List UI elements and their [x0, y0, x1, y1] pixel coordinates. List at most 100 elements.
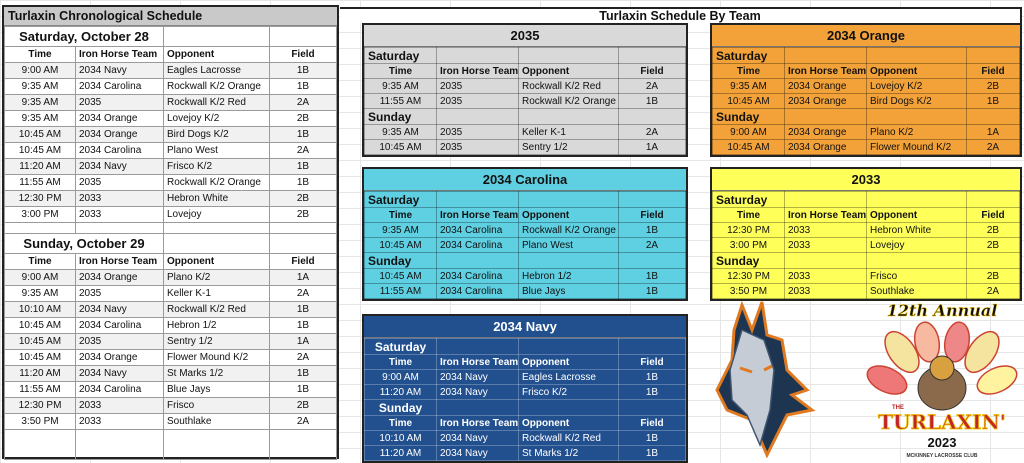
cell: 2034 Carolina [436, 283, 519, 299]
cell [269, 233, 337, 254]
cell: 2B [966, 78, 1020, 94]
table-row: 11:20 AM 2034 Navy Frisco K/2 1B [4, 158, 337, 175]
chronological-schedule-panel: Turlaxin Chronological Schedule Saturday… [2, 5, 339, 460]
table-row: 9:00 AM 2034 Orange Plano K/2 1A [4, 269, 337, 286]
cell: 2A [269, 94, 337, 111]
table-row: 9:35 AM 2035 Rockwall K/2 Red 2A [364, 78, 686, 94]
cell: 3:50 PM [4, 413, 76, 430]
cell: 9:35 AM [364, 222, 437, 238]
cell: 2033 [75, 397, 164, 414]
cell: Rockwall K/2 Orange [163, 78, 270, 95]
team-table: Saturday Time Iron Horse Team Opponent Field… [712, 191, 1020, 299]
cell: 10:45 AM [4, 317, 76, 334]
cell: 11:20 AM [364, 384, 437, 400]
team-card-2035: 2035 Saturday Time Iron Horse Team Opponent F… [362, 23, 688, 157]
cell: 2B [966, 268, 1020, 284]
cell: Hebron 1/2 [518, 268, 619, 284]
cell [866, 191, 967, 208]
cell: 2034 Orange [75, 349, 164, 366]
cell: Rockwall K/2 Orange [518, 93, 619, 109]
cell: 2034 Navy [436, 384, 519, 400]
team-table: Saturday Time Iron Horse Team Opponent Field… [364, 338, 686, 461]
day-heading-row: Saturday, October 28 [4, 26, 337, 47]
day-heading-row: Saturday [364, 338, 686, 355]
cell: 11:55 AM [364, 283, 437, 299]
cell: 11:20 AM [364, 445, 437, 461]
cell: 1B [618, 93, 686, 109]
cell: Iron Horse Team [784, 207, 867, 223]
cell: 2B [966, 222, 1020, 238]
cell: Sunday [364, 252, 437, 269]
cell: 2033 [784, 237, 867, 253]
cell [518, 47, 619, 64]
table-row: 9:00 AM 2034 Navy Eagles Lacrosse 1B [364, 369, 686, 385]
cell: Saturday [712, 191, 785, 208]
cell: 2034 Navy [75, 365, 164, 382]
cell [518, 338, 619, 355]
table-row: 12:30 PM 2033 Hebron White 2B [712, 222, 1020, 238]
cell: Hebron 1/2 [163, 317, 270, 334]
logo-club-text: MCKINNEY LACROSSE CLUB [906, 453, 977, 459]
cell: 1B [966, 93, 1020, 109]
cell: Field [966, 207, 1020, 223]
team-name: 2034 Navy [364, 316, 686, 338]
cell [784, 252, 867, 269]
cell: 2A [269, 413, 337, 430]
cell: 2034 Carolina [436, 237, 519, 253]
cell: 11:20 AM [4, 365, 76, 382]
cell: 2034 Navy [75, 62, 164, 79]
table-row: 3:00 PM 2033 Lovejoy 2B [712, 237, 1020, 253]
table-row: 11:55 AM 2034 Carolina Blue Jays 1B [4, 381, 337, 398]
cell: 2B [269, 190, 337, 207]
logo-annual-text: 12th Annual [887, 301, 998, 320]
cell: Sunday [712, 108, 785, 125]
table-row: 9:35 AM 2034 Orange Lovejoy K/2 2B [712, 78, 1020, 94]
cell: Plano West [518, 237, 619, 253]
cell [866, 108, 967, 125]
cell: Keller K-1 [163, 285, 270, 302]
cell: 10:45 AM [4, 333, 76, 350]
table-row: 10:45 AM 2034 Orange Flower Mound K/2 2A [4, 349, 337, 366]
cell: 2035 [75, 174, 164, 191]
cell [518, 108, 619, 125]
team-name: 2034 Orange [712, 25, 1020, 47]
table-row: 10:45 AM 2034 Orange Bird Dogs K/2 1B [712, 93, 1020, 109]
cell: 2034 Orange [784, 139, 867, 155]
cell: 2A [269, 142, 337, 159]
cell [518, 399, 619, 416]
cell: 2033 [75, 190, 164, 207]
cell: Saturday [364, 47, 437, 64]
cell: 1B [618, 283, 686, 299]
table-row: 3:50 PM 2033 Southlake 2A [4, 413, 337, 430]
table-row: 11:20 AM 2034 Navy St Marks 1/2 1B [4, 365, 337, 382]
cell: 10:45 AM [712, 139, 785, 155]
cell [163, 222, 270, 234]
cell: 2034 Carolina [75, 317, 164, 334]
cell: Opponent [866, 63, 967, 79]
cell: 11:55 AM [4, 381, 76, 398]
cell: 1B [269, 317, 337, 334]
cell: 2034 Orange [75, 126, 164, 143]
cell: 12:30 PM [4, 190, 76, 207]
blank-row [4, 429, 337, 460]
cell [436, 191, 519, 208]
cell: 9:00 AM [4, 62, 76, 79]
cell [518, 252, 619, 269]
cell: 2A [269, 349, 337, 366]
cell: Iron Horse Team [436, 354, 519, 370]
cell: 2034 Carolina [75, 142, 164, 159]
cell: Eagles Lacrosse [163, 62, 270, 79]
cell: 2034 Navy [75, 158, 164, 175]
table-row: 10:45 AM 2035 Sentry 1/2 1A [364, 139, 686, 155]
cell: 2035 [436, 124, 519, 140]
cell [618, 191, 686, 208]
cell: Time [364, 63, 437, 79]
table-row: 11:20 AM 2034 Navy Frisco K/2 1B [364, 384, 686, 400]
cell: 1B [618, 268, 686, 284]
day-heading-row: Sunday [712, 108, 1020, 125]
cell: 1B [618, 384, 686, 400]
cell: 11:20 AM [4, 158, 76, 175]
cell [618, 399, 686, 416]
logo-the-text: THE [892, 405, 904, 411]
cell: Sunday [364, 108, 437, 125]
